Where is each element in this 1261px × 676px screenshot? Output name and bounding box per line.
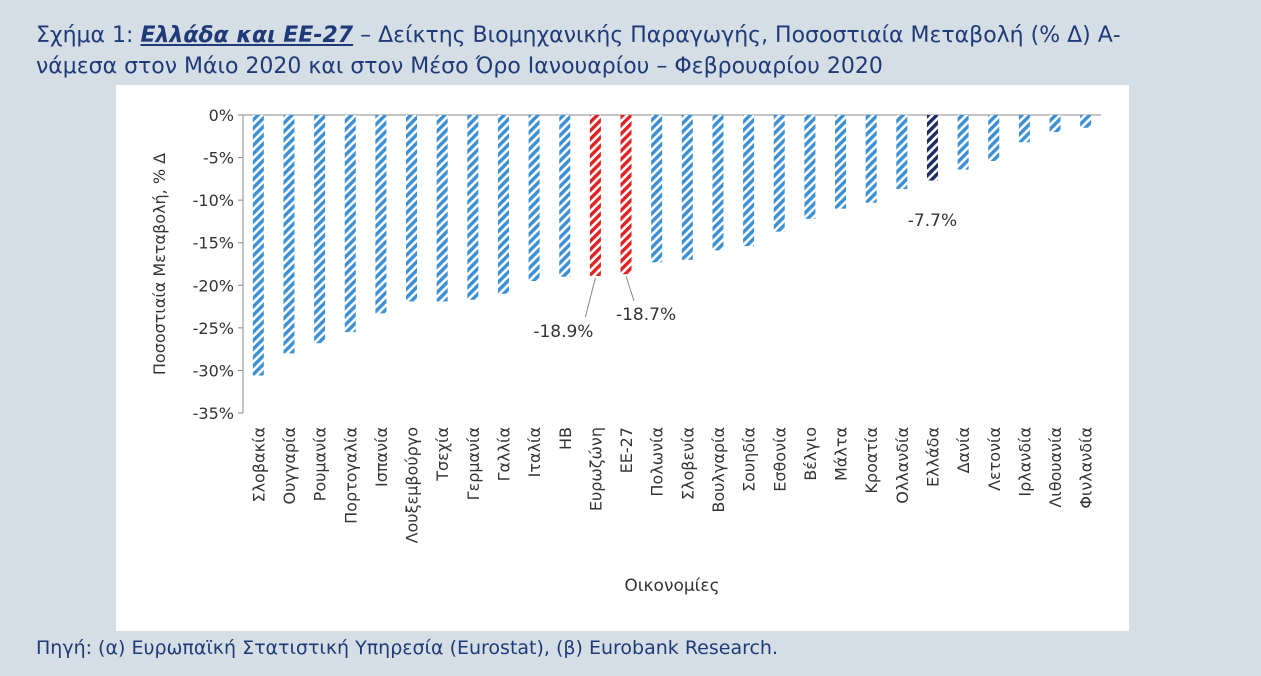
x-tick-label: Ιρλανδία xyxy=(1015,427,1034,497)
y-axis-title: Ποσοστιαία Μεταβολή, % Δ xyxy=(150,153,169,375)
x-tick-label: ΗΒ xyxy=(556,427,575,450)
figure-title: Σχήμα 1: Ελλάδα και ΕΕ-27 – Δείκτης Βιομ… xyxy=(36,20,1236,82)
x-tick-label: Βέλγιο xyxy=(801,427,820,481)
bar-13 xyxy=(620,115,632,275)
x-tick-label: Εσθονία xyxy=(770,427,789,492)
x-axis-title: Οικονομίες xyxy=(624,576,719,596)
x-tick-label: Μάλτα xyxy=(832,427,851,481)
x-tick-label: Ρουμανία xyxy=(311,427,330,501)
y-tick-label: -15% xyxy=(193,234,234,253)
bar-25 xyxy=(988,115,1000,161)
x-tick-label: Ολλανδία xyxy=(893,427,912,504)
bar-chart: 0% -5% -10% -15% -20% -25% -30% -35% Ποσοστιαία … xyxy=(150,106,1101,596)
x-tick-label: Βουλγαρία xyxy=(709,427,728,513)
bar-8 xyxy=(467,115,479,300)
x-tick-label: Σουηδία xyxy=(740,427,759,492)
x-tick-label: Πορτογαλία xyxy=(341,427,360,524)
x-tick-label: Λουξεμβούργο xyxy=(403,427,422,543)
x-tick-label: Λετονία xyxy=(985,427,1004,491)
bar-23 xyxy=(926,115,938,181)
y-tick-label: -20% xyxy=(193,276,234,295)
x-tick-label: Ευρωζώνη xyxy=(586,427,605,511)
bar-28 xyxy=(1080,115,1092,128)
x-tick-label: Ουγγαρία xyxy=(280,427,299,504)
annotation-leader xyxy=(625,276,635,302)
y-tick-label: -35% xyxy=(193,404,234,423)
figure-title-prefix: Σχήμα 1: xyxy=(36,23,141,48)
bar-18 xyxy=(773,115,785,232)
x-tick-label: Γερμανία xyxy=(464,427,483,500)
bar-7 xyxy=(436,115,448,302)
bar-20 xyxy=(835,115,847,209)
bar-10 xyxy=(528,115,540,282)
x-tick-label: Ισπανία xyxy=(372,427,391,487)
bar-3 xyxy=(314,115,326,344)
x-tick-label: Λιθουανία xyxy=(1046,427,1065,508)
bar-2 xyxy=(283,115,295,354)
bar-1 xyxy=(252,115,264,376)
x-tick-label: Ελλάδα xyxy=(923,427,942,487)
annotation-leader xyxy=(584,277,596,318)
x-tick-label: Τσεχία xyxy=(433,427,452,482)
bar-27 xyxy=(1049,115,1061,133)
source-note: Πηγή: (α) Ευρωπαϊκή Στατιστική Υπηρεσία … xyxy=(36,637,779,659)
figure-title-line2: νάμεσα στον Μάιο 2020 και στον Μέσο Όρο … xyxy=(36,54,883,79)
bar-6 xyxy=(406,115,418,302)
figure-title-emphasis: Ελλάδα και ΕΕ-27 xyxy=(140,23,354,48)
bar-4 xyxy=(344,115,356,333)
x-tick-label: Σλοβενία xyxy=(678,427,697,500)
bar-11 xyxy=(559,115,571,277)
y-tick-label: -30% xyxy=(193,361,234,380)
bar-9 xyxy=(497,115,509,294)
bar-15 xyxy=(681,115,693,260)
x-tick-label: Δανία xyxy=(954,427,973,473)
figure-title-line1-rest: – Δείκτης Βιομηχανικής Παραγωγής, Ποσοστ… xyxy=(353,23,1121,48)
data-label: -18.9% xyxy=(533,322,593,342)
y-tick-label: -5% xyxy=(203,149,234,168)
data-label: -7.7% xyxy=(908,211,957,231)
bar-26 xyxy=(1018,115,1030,143)
bar-12 xyxy=(589,115,601,276)
bar-17 xyxy=(743,115,755,247)
x-tick-label: Γαλλία xyxy=(494,427,513,481)
x-tick-label: Σλοβακία xyxy=(249,427,268,503)
x-tick-label: Φινλανδία xyxy=(1077,427,1096,509)
y-tick-label: 0% xyxy=(209,106,234,125)
x-tick-label: Ιταλία xyxy=(525,427,544,477)
bar-24 xyxy=(957,115,969,170)
x-tick-label: ΕΕ-27 xyxy=(617,427,636,473)
chart-panel: 0% -5% -10% -15% -20% -25% -30% -35% Ποσοστιαία … xyxy=(116,85,1129,631)
bar-19 xyxy=(804,115,816,219)
data-label: -18.7% xyxy=(616,305,676,325)
x-tick-label: Κροατία xyxy=(862,427,881,494)
bar-21 xyxy=(865,115,877,203)
bar-5 xyxy=(375,115,387,314)
y-tick-label: -25% xyxy=(193,319,234,338)
y-tick-label: -10% xyxy=(193,191,234,210)
bar-16 xyxy=(712,115,724,251)
bar-14 xyxy=(651,115,663,263)
bar-22 xyxy=(896,115,908,190)
x-tick-label: Πολωνία xyxy=(648,427,667,497)
